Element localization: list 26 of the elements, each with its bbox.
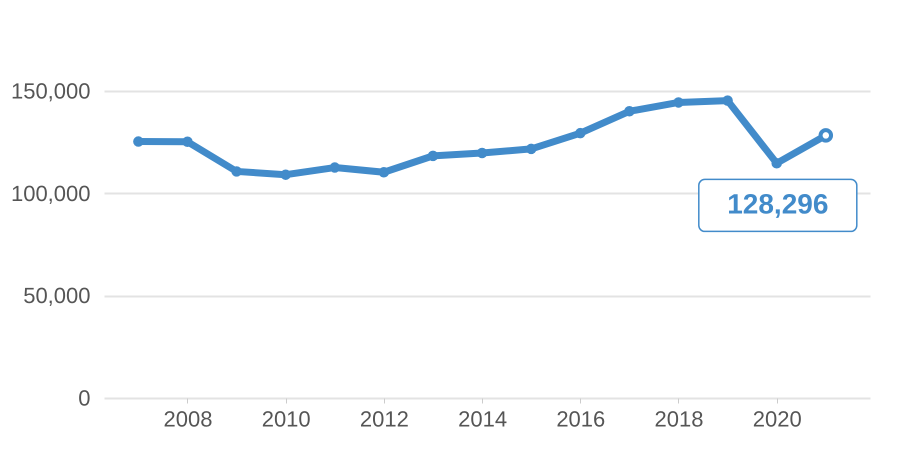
point [330,162,340,173]
point [771,158,782,168]
point [722,95,733,106]
x-tick-label: 2012 [360,406,409,432]
point [133,136,144,147]
point [182,136,193,147]
x-tick-label: 2020 [752,406,802,432]
x-tick-label: 2008 [164,406,212,432]
x-tick-label: 2014 [458,406,508,432]
point [673,97,684,108]
point [280,169,291,180]
point [476,148,488,158]
y-tick-label: 0 [78,386,90,410]
point [624,106,635,116]
y-tick-label: 150,000 [10,78,90,104]
point [575,128,586,138]
point [428,150,438,162]
point [378,167,390,178]
point [526,144,536,154]
annotation: 128,296 [727,188,828,220]
y-tick-label: 100,000 [10,180,90,206]
y-tick-label: 50,000 [23,283,90,308]
x-tick-label: 2010 [262,406,311,432]
point [231,166,242,177]
x-tick-label: 2016 [556,406,606,432]
x-tick-label: 2018 [654,406,704,432]
